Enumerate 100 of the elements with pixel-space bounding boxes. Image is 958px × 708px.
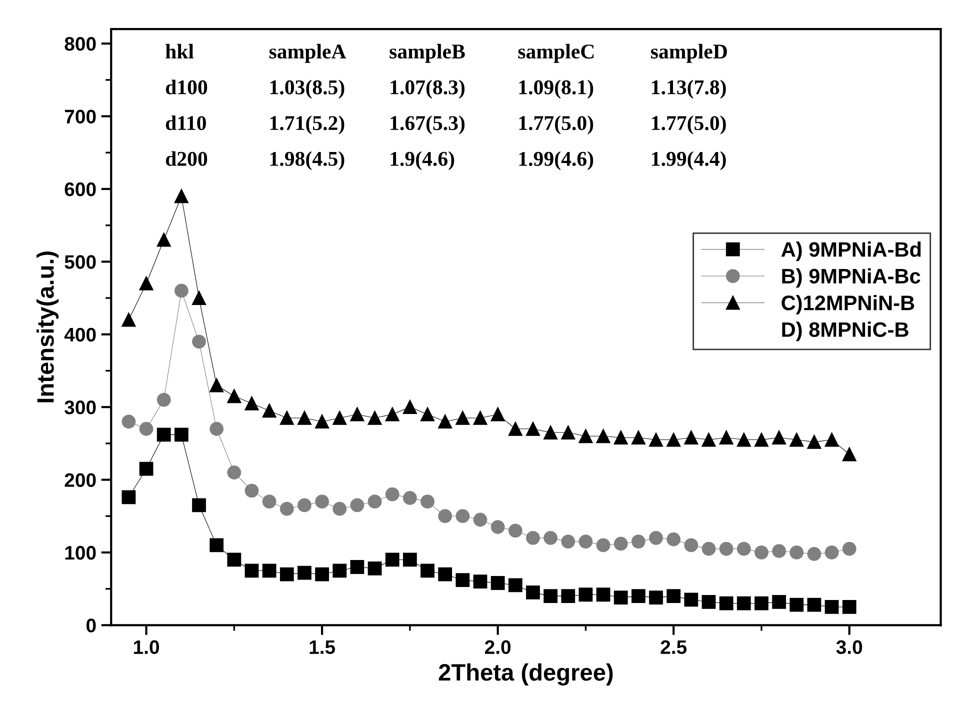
point: [490, 520, 505, 534]
point: [508, 422, 522, 436]
point: [807, 435, 822, 449]
point: [807, 598, 822, 612]
annotation: sampleB: [390, 44, 465, 63]
point: [473, 512, 488, 527]
point: [842, 600, 856, 614]
y-tick-label: 500: [64, 255, 96, 269]
point: [385, 552, 400, 567]
point: [139, 276, 154, 290]
point: [596, 429, 610, 444]
point: [350, 560, 364, 574]
y-axis-title: Intensity(a.u.): [36, 252, 59, 402]
point: [244, 564, 259, 578]
point: [332, 502, 347, 516]
point: [666, 589, 681, 604]
point: [473, 411, 488, 425]
point: [561, 589, 576, 604]
point: [174, 284, 188, 298]
y-tick-label: 600: [64, 182, 96, 196]
annotation: sampleD: [651, 44, 727, 63]
annotation: 1.07(8.3): [390, 80, 465, 99]
point: [702, 542, 716, 556]
point: [578, 429, 593, 444]
point: [684, 430, 698, 445]
point: [842, 542, 856, 556]
point: [156, 232, 171, 247]
point: [702, 432, 716, 447]
annotation: 1.13(7.8): [652, 80, 726, 99]
x-tick-label: 2.5: [660, 640, 687, 654]
annotation: d110: [166, 115, 206, 130]
point: [350, 498, 364, 512]
legend-label: B) 9MPNiA-Bc: [782, 268, 920, 288]
y-tick-label: 300: [64, 400, 96, 414]
point: [649, 590, 663, 604]
point: [824, 600, 839, 614]
point: [385, 487, 400, 502]
point: [192, 498, 206, 512]
point: [807, 546, 822, 561]
point: [280, 411, 294, 425]
annotation: d200: [166, 151, 208, 166]
point: [824, 546, 839, 560]
point: [754, 432, 768, 447]
y-tick-label: 800: [64, 37, 96, 51]
point: [438, 414, 452, 429]
point: [561, 534, 576, 549]
point: [420, 494, 434, 509]
x-tick-label: 1.0: [134, 640, 159, 654]
point: [526, 422, 540, 436]
point: [631, 589, 646, 604]
annotation: 1.98(4.5): [270, 151, 344, 170]
point: [298, 566, 312, 580]
point: [210, 378, 224, 392]
point: [736, 596, 751, 610]
annotation: sampleC: [518, 44, 594, 63]
annotation: 1.77(5.0): [652, 115, 726, 134]
annotation: 1.99(4.4): [652, 151, 726, 170]
point: [754, 546, 768, 560]
annotation: 1.09(8.1): [519, 80, 594, 99]
point: [227, 466, 242, 480]
point: [736, 432, 751, 447]
point: [666, 532, 681, 546]
point: [280, 502, 294, 516]
point: [227, 389, 242, 404]
x-tick-label: 3.0: [836, 640, 862, 654]
point: [227, 552, 242, 567]
point: [139, 462, 154, 476]
point: [719, 596, 734, 610]
point: [544, 426, 558, 440]
annotation: hkl: [166, 44, 194, 58]
point: [526, 586, 540, 600]
point: [614, 430, 628, 445]
point: [332, 411, 347, 425]
point: [719, 542, 734, 556]
point: [315, 567, 329, 582]
point: [772, 594, 786, 609]
legend-label: D) 8MPNiC-B: [782, 322, 908, 342]
point: [578, 588, 593, 602]
point: [315, 414, 329, 429]
point: [368, 411, 382, 425]
point: [526, 530, 540, 545]
point: [456, 509, 470, 524]
point: [490, 407, 505, 422]
point: [262, 404, 276, 418]
point: [280, 567, 294, 582]
annotation: 1.67(5.3): [390, 115, 465, 134]
annotation: 1.03(8.5): [270, 80, 344, 99]
point: [544, 589, 558, 604]
point: [192, 291, 206, 305]
point: [790, 546, 804, 560]
point: [772, 544, 786, 558]
point: [420, 407, 434, 422]
annotation: sampleA: [269, 44, 346, 63]
y-tick-label: 0: [86, 618, 96, 632]
point: [790, 432, 804, 447]
x-axis-title: 2Theta (degree): [438, 663, 613, 686]
point: [490, 576, 505, 590]
annotation: 1.71(5.2): [270, 115, 344, 134]
point: [385, 407, 400, 422]
x-tick-label: 2.0: [484, 640, 511, 654]
